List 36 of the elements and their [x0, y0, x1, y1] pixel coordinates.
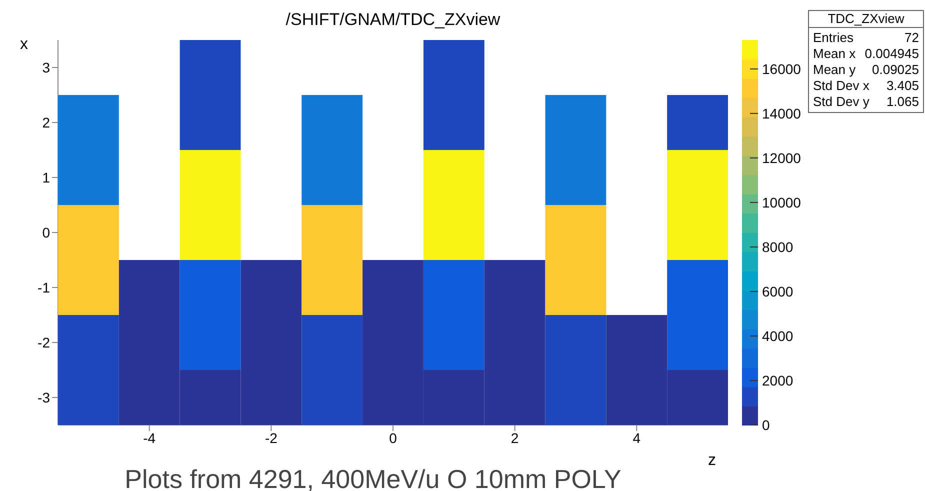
y-tick-label: -2	[38, 334, 50, 350]
color-bar-label: 8000	[762, 238, 794, 255]
text: Mean y	[813, 62, 856, 78]
y-axis-title: x	[20, 36, 28, 54]
chart-title: /SHIFT/GNAM/TDC_ZXview	[284, 10, 502, 30]
text: 3.405	[886, 78, 919, 94]
y-tick-label: 0	[42, 224, 50, 240]
x-tick-label: -4	[143, 430, 156, 446]
text: Mean x	[813, 46, 856, 62]
y-tick-label: 1	[42, 169, 50, 186]
color-bar-label: 16000	[762, 60, 802, 77]
text: 0.004945	[864, 46, 919, 62]
text: 0.09025	[872, 62, 919, 78]
color-bar-label: 2000	[762, 372, 794, 388]
color-bar-label: 6000	[762, 283, 794, 300]
y-tick-label: 2	[42, 114, 50, 130]
text: Entries	[813, 30, 854, 46]
y-tick-label: 3	[42, 59, 50, 76]
x-tick-label: 0	[389, 430, 398, 446]
color-bar-label: 10000	[762, 194, 802, 210]
text: 1.065	[886, 94, 919, 110]
text: TDC_ZXview	[809, 11, 923, 28]
text: Plots from 4291, 400MeV/u O 10mm POLY	[124, 464, 622, 491]
text: Std Dev x	[813, 78, 870, 94]
y-tick-label: -1	[38, 279, 50, 296]
y-tick-label: -3	[38, 389, 50, 406]
text: 72	[904, 30, 919, 46]
x-tick-label: 2	[510, 430, 519, 446]
color-bar-label: 0	[762, 417, 770, 433]
x-tick-label: 4	[632, 430, 641, 446]
color-bar-label: 14000	[762, 105, 802, 122]
x-tick-label: -2	[264, 430, 278, 446]
text: Std Dev y	[813, 94, 870, 110]
color-bar-label: 4000	[762, 328, 794, 344]
color-bar-label: 12000	[762, 150, 802, 166]
x-axis-title: z	[708, 452, 716, 470]
